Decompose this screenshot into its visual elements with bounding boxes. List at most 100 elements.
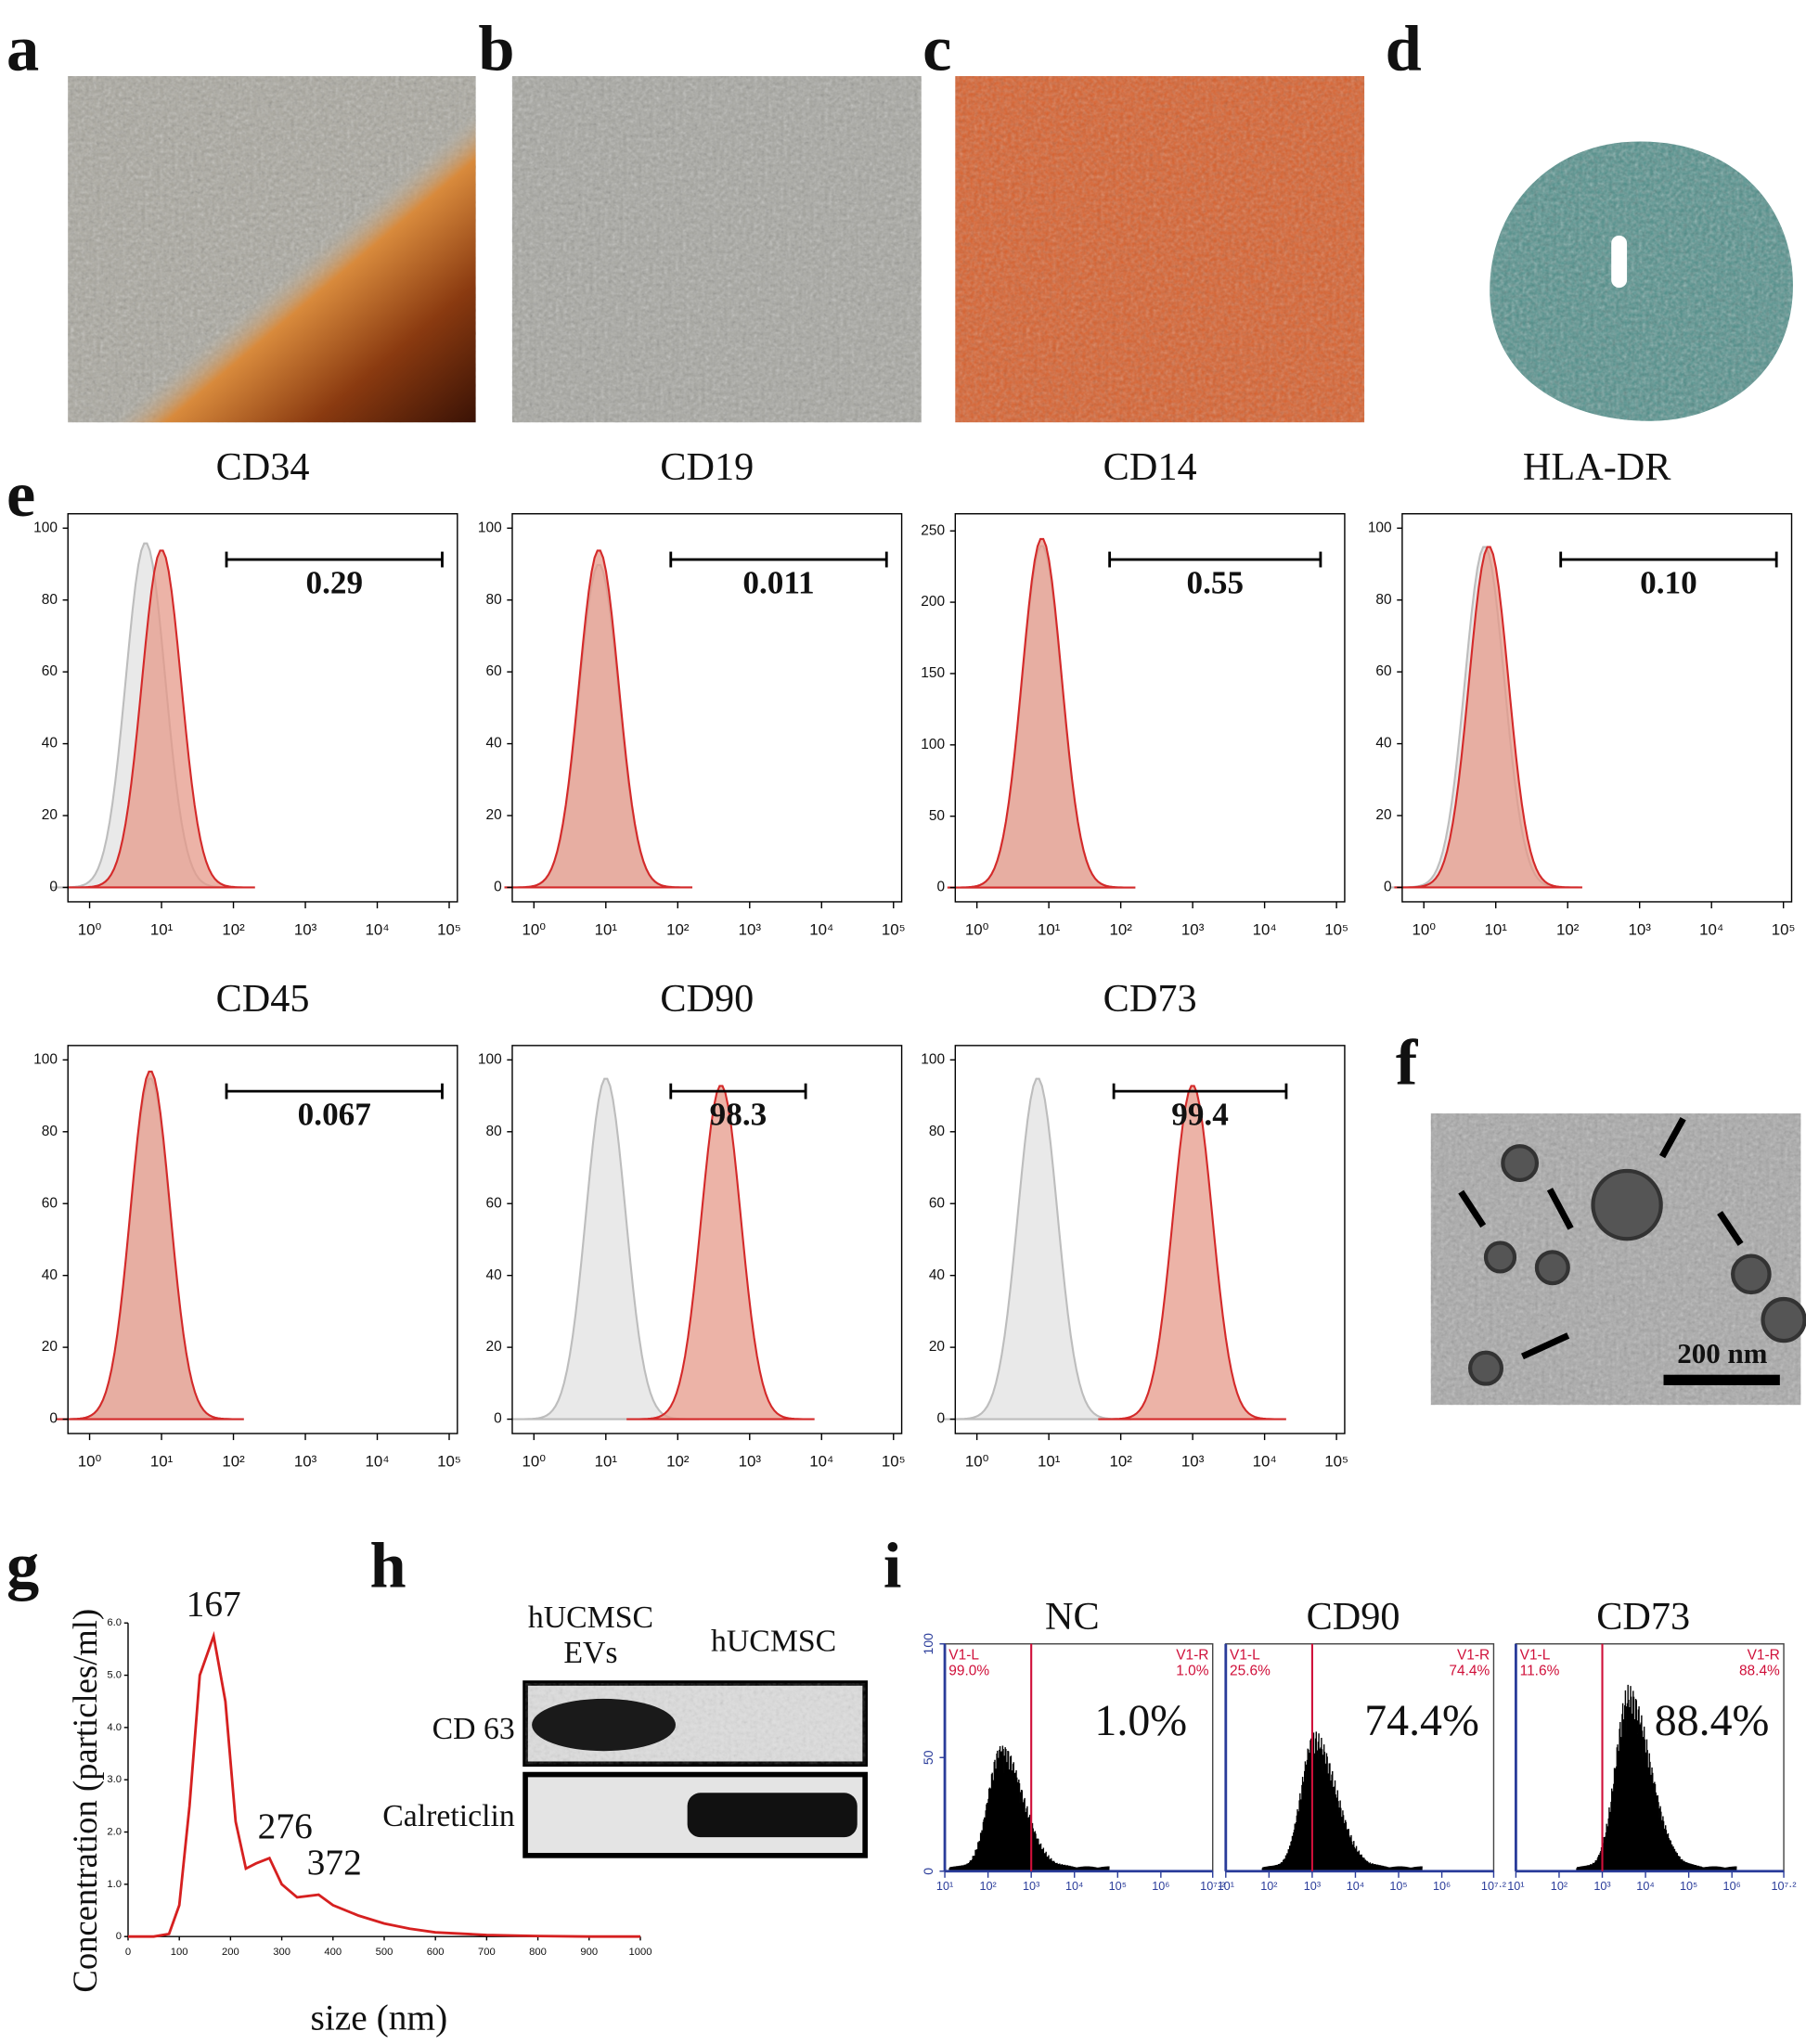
x-tick-label: 200	[222, 1947, 239, 1958]
x-tick-label: 10²	[979, 1880, 996, 1893]
y-tick-label: 1.0	[107, 1879, 122, 1890]
y-axis-label: Concentration (particles/ml)	[66, 1609, 104, 1993]
peak-label: 167	[187, 1583, 241, 1624]
y-tick-label: 20	[1375, 807, 1391, 823]
y-tick-label: 100	[921, 737, 945, 752]
y-tick-label: 60	[485, 1195, 501, 1211]
x-tick-label: 100	[171, 1947, 188, 1958]
y-tick-label: 0	[494, 880, 502, 895]
plot-frame	[511, 513, 903, 903]
histogram-stained	[504, 549, 693, 889]
lane-label: hUCMSC	[711, 1625, 836, 1659]
lane-label: EVs	[563, 1636, 617, 1670]
gate-name: V1-L	[1520, 1648, 1551, 1664]
gate-label: 98.3	[710, 1096, 768, 1132]
y-tick-label: 40	[485, 736, 501, 752]
gate-label: 0.55	[1186, 564, 1244, 600]
x-tick-label: 10¹	[936, 1880, 953, 1893]
histogram-title: HLA-DR	[1523, 445, 1671, 489]
y-tick-label: 40	[42, 1267, 58, 1283]
x-tick-label: 10⁵	[437, 1452, 461, 1470]
y-tick-label: 80	[42, 1124, 58, 1139]
histogram-stained	[67, 549, 255, 889]
y-tick-label: 3.0	[107, 1774, 122, 1785]
y-tick-label: 40	[485, 1267, 501, 1283]
histogram-title: CD73	[1103, 977, 1197, 1021]
y-tick-label: 20	[485, 807, 501, 823]
y-tick-label: 40	[42, 736, 58, 752]
positive-percent: 74.4%	[1364, 1696, 1479, 1745]
histogram-control	[512, 1077, 700, 1421]
x-tick-label: 10⁰	[1412, 920, 1436, 938]
y-tick-label: 60	[42, 1195, 58, 1211]
y-tick-label: 250	[921, 522, 945, 538]
plot-frame	[1401, 513, 1793, 903]
y-tick-label: 60	[485, 663, 501, 679]
x-tick-label: 800	[529, 1947, 547, 1958]
histogram	[948, 1745, 1110, 1872]
panel-label: d	[1386, 13, 1422, 85]
tissue-edge	[68, 76, 476, 423]
x-tick-label: 10⁴	[365, 1452, 389, 1470]
x-tick-label: 10⁴	[1636, 1880, 1655, 1893]
y-tick-label: 50	[929, 808, 945, 824]
x-tick-label: 10³	[1593, 1880, 1610, 1893]
x-tick-label: 10⁴	[1253, 1452, 1277, 1470]
gate-name: V1-L	[948, 1648, 979, 1664]
x-tick-label: 10⁰	[522, 1452, 547, 1470]
x-tick-label: 10⁰	[965, 920, 989, 938]
gate-percent: 74.4%	[1449, 1663, 1490, 1678]
y-tick-label: 40	[929, 1267, 945, 1283]
histogram-stained	[1394, 546, 1582, 889]
x-tick-label: 10³	[1304, 1880, 1321, 1893]
x-tick-label: 10⁶	[1433, 1880, 1451, 1893]
histogram-title: CD45	[216, 977, 310, 1021]
peak-label: 372	[307, 1842, 362, 1883]
nta-line	[127, 1630, 640, 1938]
panel-label: b	[478, 13, 514, 85]
x-tick-label: 1000	[628, 1947, 651, 1958]
x-tick-label: 300	[273, 1947, 290, 1958]
histogram-stained	[627, 1085, 815, 1421]
vesicles	[1468, 1144, 1806, 1386]
hole	[1611, 235, 1628, 289]
plot-frame	[954, 513, 1346, 903]
band-label: CD 63	[432, 1712, 515, 1746]
histogram-control	[944, 1077, 1131, 1421]
plot-title: CD90	[1307, 1595, 1400, 1639]
scale-bar	[1663, 1374, 1780, 1385]
x-tick-label: 10²	[222, 1452, 245, 1470]
x-tick-label: 10¹	[1485, 920, 1508, 938]
y-tick-label: 80	[42, 592, 58, 608]
y-tick-label: 6.0	[107, 1617, 122, 1628]
gate-percent: 99.0%	[948, 1663, 989, 1678]
y-tick-label: 20	[42, 807, 58, 823]
x-tick-label: 10⁵	[882, 920, 906, 938]
y-tick-label: 0	[1384, 880, 1392, 895]
plot-title: CD73	[1596, 1595, 1690, 1639]
panel-label: f	[1396, 1026, 1419, 1099]
y-tick-label: 80	[485, 592, 501, 608]
y-tick-label: 80	[1375, 592, 1391, 608]
scale-bar-label: 200 nm	[1677, 1337, 1767, 1369]
x-tick-label: 10⁵	[437, 920, 461, 938]
x-tick-label: 10⁶	[1723, 1880, 1741, 1893]
x-tick-label: 10²	[1260, 1880, 1277, 1893]
x-tick-label: 10⁴	[365, 920, 389, 938]
histogram-title: CD19	[660, 445, 754, 489]
band	[532, 1698, 676, 1752]
x-tick-label: 10¹	[1038, 1452, 1061, 1470]
arrows	[1458, 1116, 1744, 1360]
y-tick-label: 20	[485, 1339, 501, 1355]
texture	[511, 76, 922, 423]
gate-name: V1-R	[1176, 1648, 1208, 1664]
y-tick-label: 100	[921, 1633, 935, 1655]
y-tick-label: 20	[929, 1339, 945, 1355]
panel-label: c	[922, 13, 951, 85]
x-tick-label: 0	[125, 1947, 131, 1958]
x-tick-label: 10⁵	[882, 1452, 906, 1470]
y-tick-label: 100	[1368, 520, 1392, 535]
x-tick-label: 10⁷·²	[1772, 1880, 1797, 1893]
x-tick-label: 10²	[666, 1452, 690, 1470]
